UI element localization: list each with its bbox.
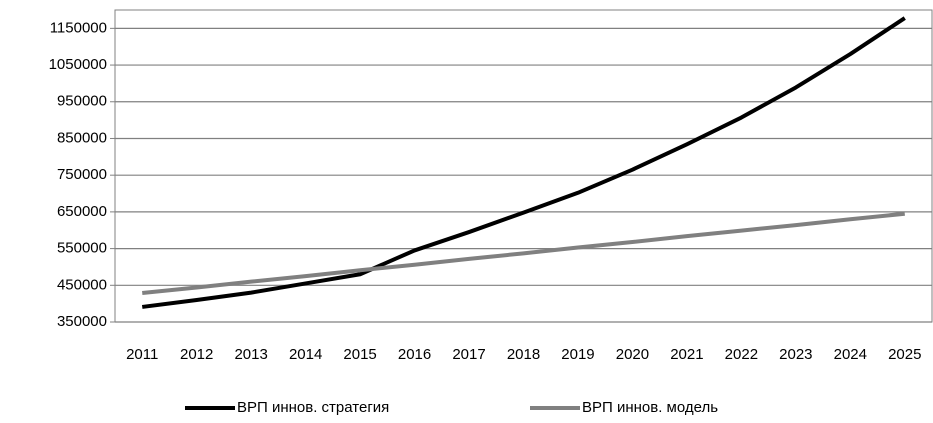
x-tick-label: 2025 bbox=[888, 346, 921, 363]
x-tick-label: 2013 bbox=[234, 346, 267, 363]
x-tick-label: 2015 bbox=[343, 346, 376, 363]
series-line bbox=[142, 211, 905, 295]
legend-label: ВРП иннов. стратегия bbox=[237, 399, 389, 416]
x-tick-label: 2019 bbox=[561, 346, 594, 363]
plot-border bbox=[114, 9, 933, 323]
series-line bbox=[141, 16, 906, 309]
x-tick-label: 2014 bbox=[289, 346, 322, 363]
x-tick-label: 2017 bbox=[452, 346, 485, 363]
legend-label: ВРП иннов. модель bbox=[582, 399, 718, 416]
y-tick-label: 450000 bbox=[57, 276, 107, 293]
x-tick-label: 2018 bbox=[507, 346, 540, 363]
x-tick-label: 2022 bbox=[725, 346, 758, 363]
x-tick-label: 2012 bbox=[180, 346, 213, 363]
y-tick-label: 650000 bbox=[57, 203, 107, 220]
y-tick-label: 1050000 bbox=[49, 56, 107, 73]
x-tick-label: 2024 bbox=[834, 346, 867, 363]
y-tick-label: 850000 bbox=[57, 129, 107, 146]
x-tick-label: 2011 bbox=[126, 346, 158, 363]
y-tick-label: 550000 bbox=[57, 240, 107, 257]
y-tick-label: 1150000 bbox=[50, 19, 107, 36]
y-tick-label: 950000 bbox=[57, 93, 107, 110]
x-tick-label: 2021 bbox=[670, 346, 703, 363]
x-tick-label: 2016 bbox=[398, 346, 431, 363]
x-tick-label: 2023 bbox=[779, 346, 812, 363]
x-tick-label: 2020 bbox=[616, 346, 649, 363]
y-tick-label: 350000 bbox=[57, 313, 107, 330]
y-tick-label: 750000 bbox=[57, 166, 107, 183]
